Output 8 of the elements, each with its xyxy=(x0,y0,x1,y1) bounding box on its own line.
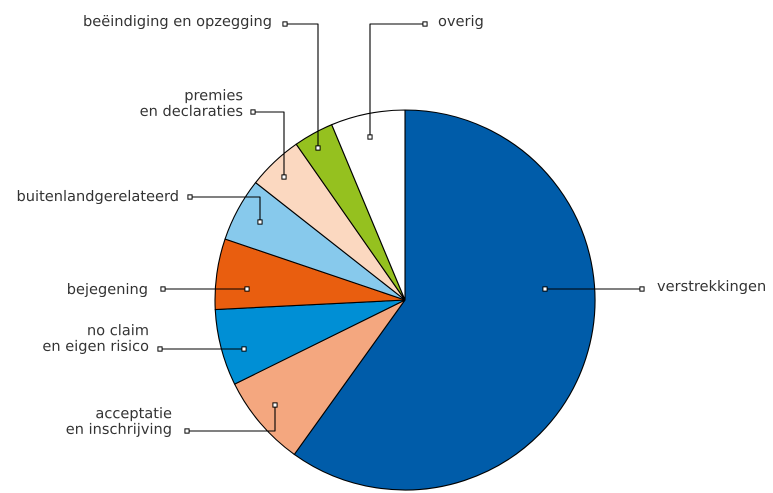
slice-label: verstrekkingen xyxy=(657,280,765,294)
legend-label: buitenlandgerelateerd xyxy=(18,190,178,204)
legend-label: premies en declaraties xyxy=(140,89,242,116)
legend-label: no claim en eigen risico xyxy=(43,324,148,354)
legend-label: beëindiging en opzegging xyxy=(84,14,271,30)
legend-label: acceptatie en inschrijving xyxy=(66,407,172,437)
slice-label: overig xyxy=(438,14,483,30)
legend-label: bejegening xyxy=(68,282,147,298)
